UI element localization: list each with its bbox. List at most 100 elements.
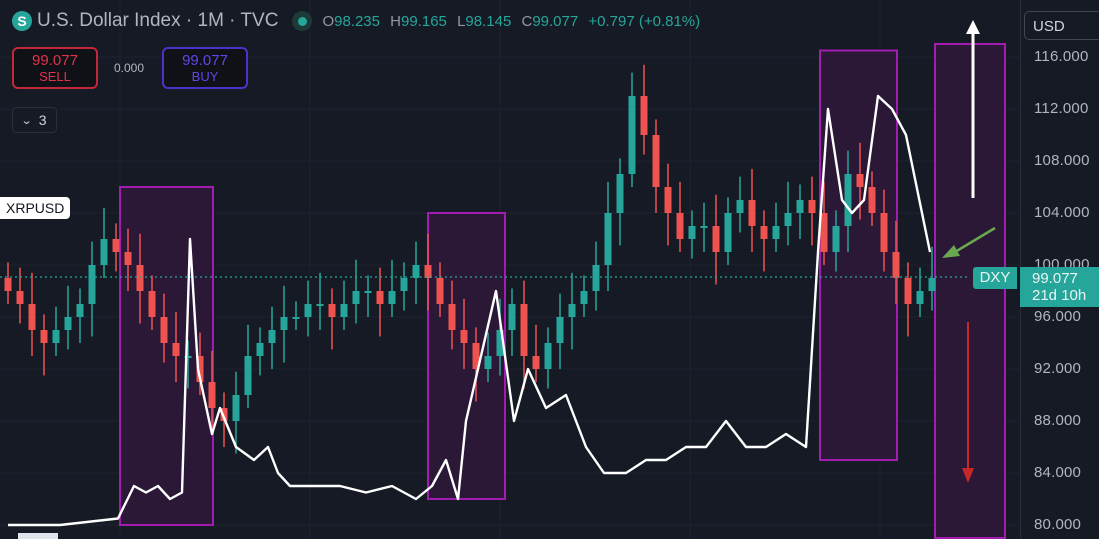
candle-body — [556, 317, 564, 343]
candle-body — [880, 213, 888, 252]
candle-body — [184, 356, 192, 358]
candle-body — [388, 291, 396, 304]
candle-body — [244, 356, 252, 395]
candle-body — [580, 291, 588, 304]
buy-button[interactable]: 99.077 BUY — [162, 47, 249, 89]
buy-price: 99.077 — [182, 51, 228, 69]
price-tick: 88.000 — [1034, 412, 1082, 429]
sell-button[interactable]: 99.077 SELL — [12, 47, 98, 89]
candle-body — [364, 291, 372, 293]
price-tick: 104.000 — [1034, 204, 1090, 221]
buy-label: BUY — [191, 68, 219, 84]
price-tick: 92.000 — [1034, 360, 1082, 377]
sell-label: SELL — [39, 68, 71, 84]
highlight-box — [819, 49, 898, 461]
candle-body — [4, 278, 12, 291]
candle-body — [232, 395, 240, 421]
bar-countdown: 21d 10h — [1032, 287, 1087, 304]
candle-body — [664, 187, 672, 213]
candle-body — [904, 278, 912, 304]
candle-body — [652, 135, 660, 187]
overlay-symbol-label[interactable]: XRPUSD — [0, 197, 71, 219]
candle-body — [724, 213, 732, 252]
chart-legend: S U.S. Dollar Index · 1M · TVC O98.235 H… — [12, 10, 706, 32]
candle-body — [340, 304, 348, 317]
candle-body — [280, 317, 288, 330]
candle-body — [40, 330, 48, 343]
candle-body — [736, 200, 744, 213]
pointer-arrow-head-icon — [942, 245, 960, 258]
candle-body — [460, 330, 468, 343]
low-value: 98.145 — [465, 12, 512, 30]
candle-body — [916, 291, 924, 304]
symbol-title[interactable]: U.S. Dollar Index · 1M · TVC — [37, 10, 279, 31]
candle-body — [928, 278, 936, 291]
candle-body — [712, 226, 720, 252]
candle-body — [748, 200, 756, 226]
down-arrow-head-icon — [962, 468, 974, 483]
candle-body — [688, 226, 696, 239]
last-price-tag: 99.077 21d 10h — [1020, 267, 1099, 307]
price-chart[interactable] — [0, 0, 1020, 539]
chart-pane[interactable] — [0, 0, 1020, 539]
candle-body — [784, 213, 792, 226]
candle-body — [832, 226, 840, 252]
candle-body — [268, 330, 276, 343]
candle-body — [796, 200, 804, 213]
candle-body — [436, 278, 444, 304]
candle-body — [316, 304, 324, 306]
candle-body — [496, 330, 504, 356]
candle-body — [304, 304, 312, 317]
candle-body — [424, 265, 432, 278]
candle-body — [112, 239, 120, 252]
candle-body — [148, 291, 156, 317]
candle-body — [160, 317, 168, 343]
candle-body — [808, 200, 816, 213]
symbol-price-tag: DXY — [973, 267, 1017, 289]
highlight-box — [427, 212, 506, 500]
candle-body — [592, 265, 600, 291]
candle-body — [820, 213, 828, 252]
candle-body — [100, 239, 108, 265]
candle-body — [292, 317, 300, 319]
candle-body — [172, 343, 180, 356]
currency-select[interactable]: USD — [1024, 11, 1099, 40]
candle-body — [76, 304, 84, 317]
candle-body — [484, 356, 492, 369]
chevron-down-icon: ⌄ — [21, 114, 34, 127]
candle-body — [568, 304, 576, 317]
market-open-status-icon — [292, 11, 313, 31]
candle-body — [196, 356, 204, 382]
price-tick: 84.000 — [1034, 464, 1082, 481]
candle-body — [448, 304, 456, 330]
candle-body — [520, 304, 528, 356]
ohlc-values: O98.235 H99.165 L98.145 C99.077 +0.797 (… — [322, 12, 701, 30]
candle-body — [628, 96, 636, 174]
candle-body — [544, 343, 552, 369]
price-tick: 80.000 — [1034, 516, 1082, 533]
candle-body — [16, 291, 24, 304]
candle-body — [844, 174, 852, 226]
candle-body — [856, 174, 864, 187]
highlight-box — [934, 43, 1006, 539]
candle-body — [616, 174, 624, 213]
candle-body — [400, 278, 408, 291]
indicators-toggle-button[interactable]: ⌄ 3 — [12, 107, 57, 133]
price-tick: 116.000 — [1034, 48, 1089, 65]
high-value: 99.165 — [401, 12, 447, 30]
up-arrow-head-icon — [966, 20, 980, 34]
candle-body — [472, 343, 480, 369]
pointer-arrow-icon — [954, 226, 996, 254]
candle-body — [772, 226, 780, 239]
candle-body — [868, 187, 876, 213]
candle-body — [220, 408, 228, 421]
candle-body — [136, 265, 144, 291]
tradingview-logo-icon — [18, 533, 58, 539]
candle-body — [604, 213, 612, 265]
sell-price: 99.077 — [32, 51, 78, 69]
candle-body — [508, 304, 516, 330]
candle-body — [760, 226, 768, 239]
price-tick: 96.000 — [1034, 308, 1082, 325]
candle-body — [64, 317, 72, 330]
price-tick: 108.000 — [1034, 152, 1090, 169]
